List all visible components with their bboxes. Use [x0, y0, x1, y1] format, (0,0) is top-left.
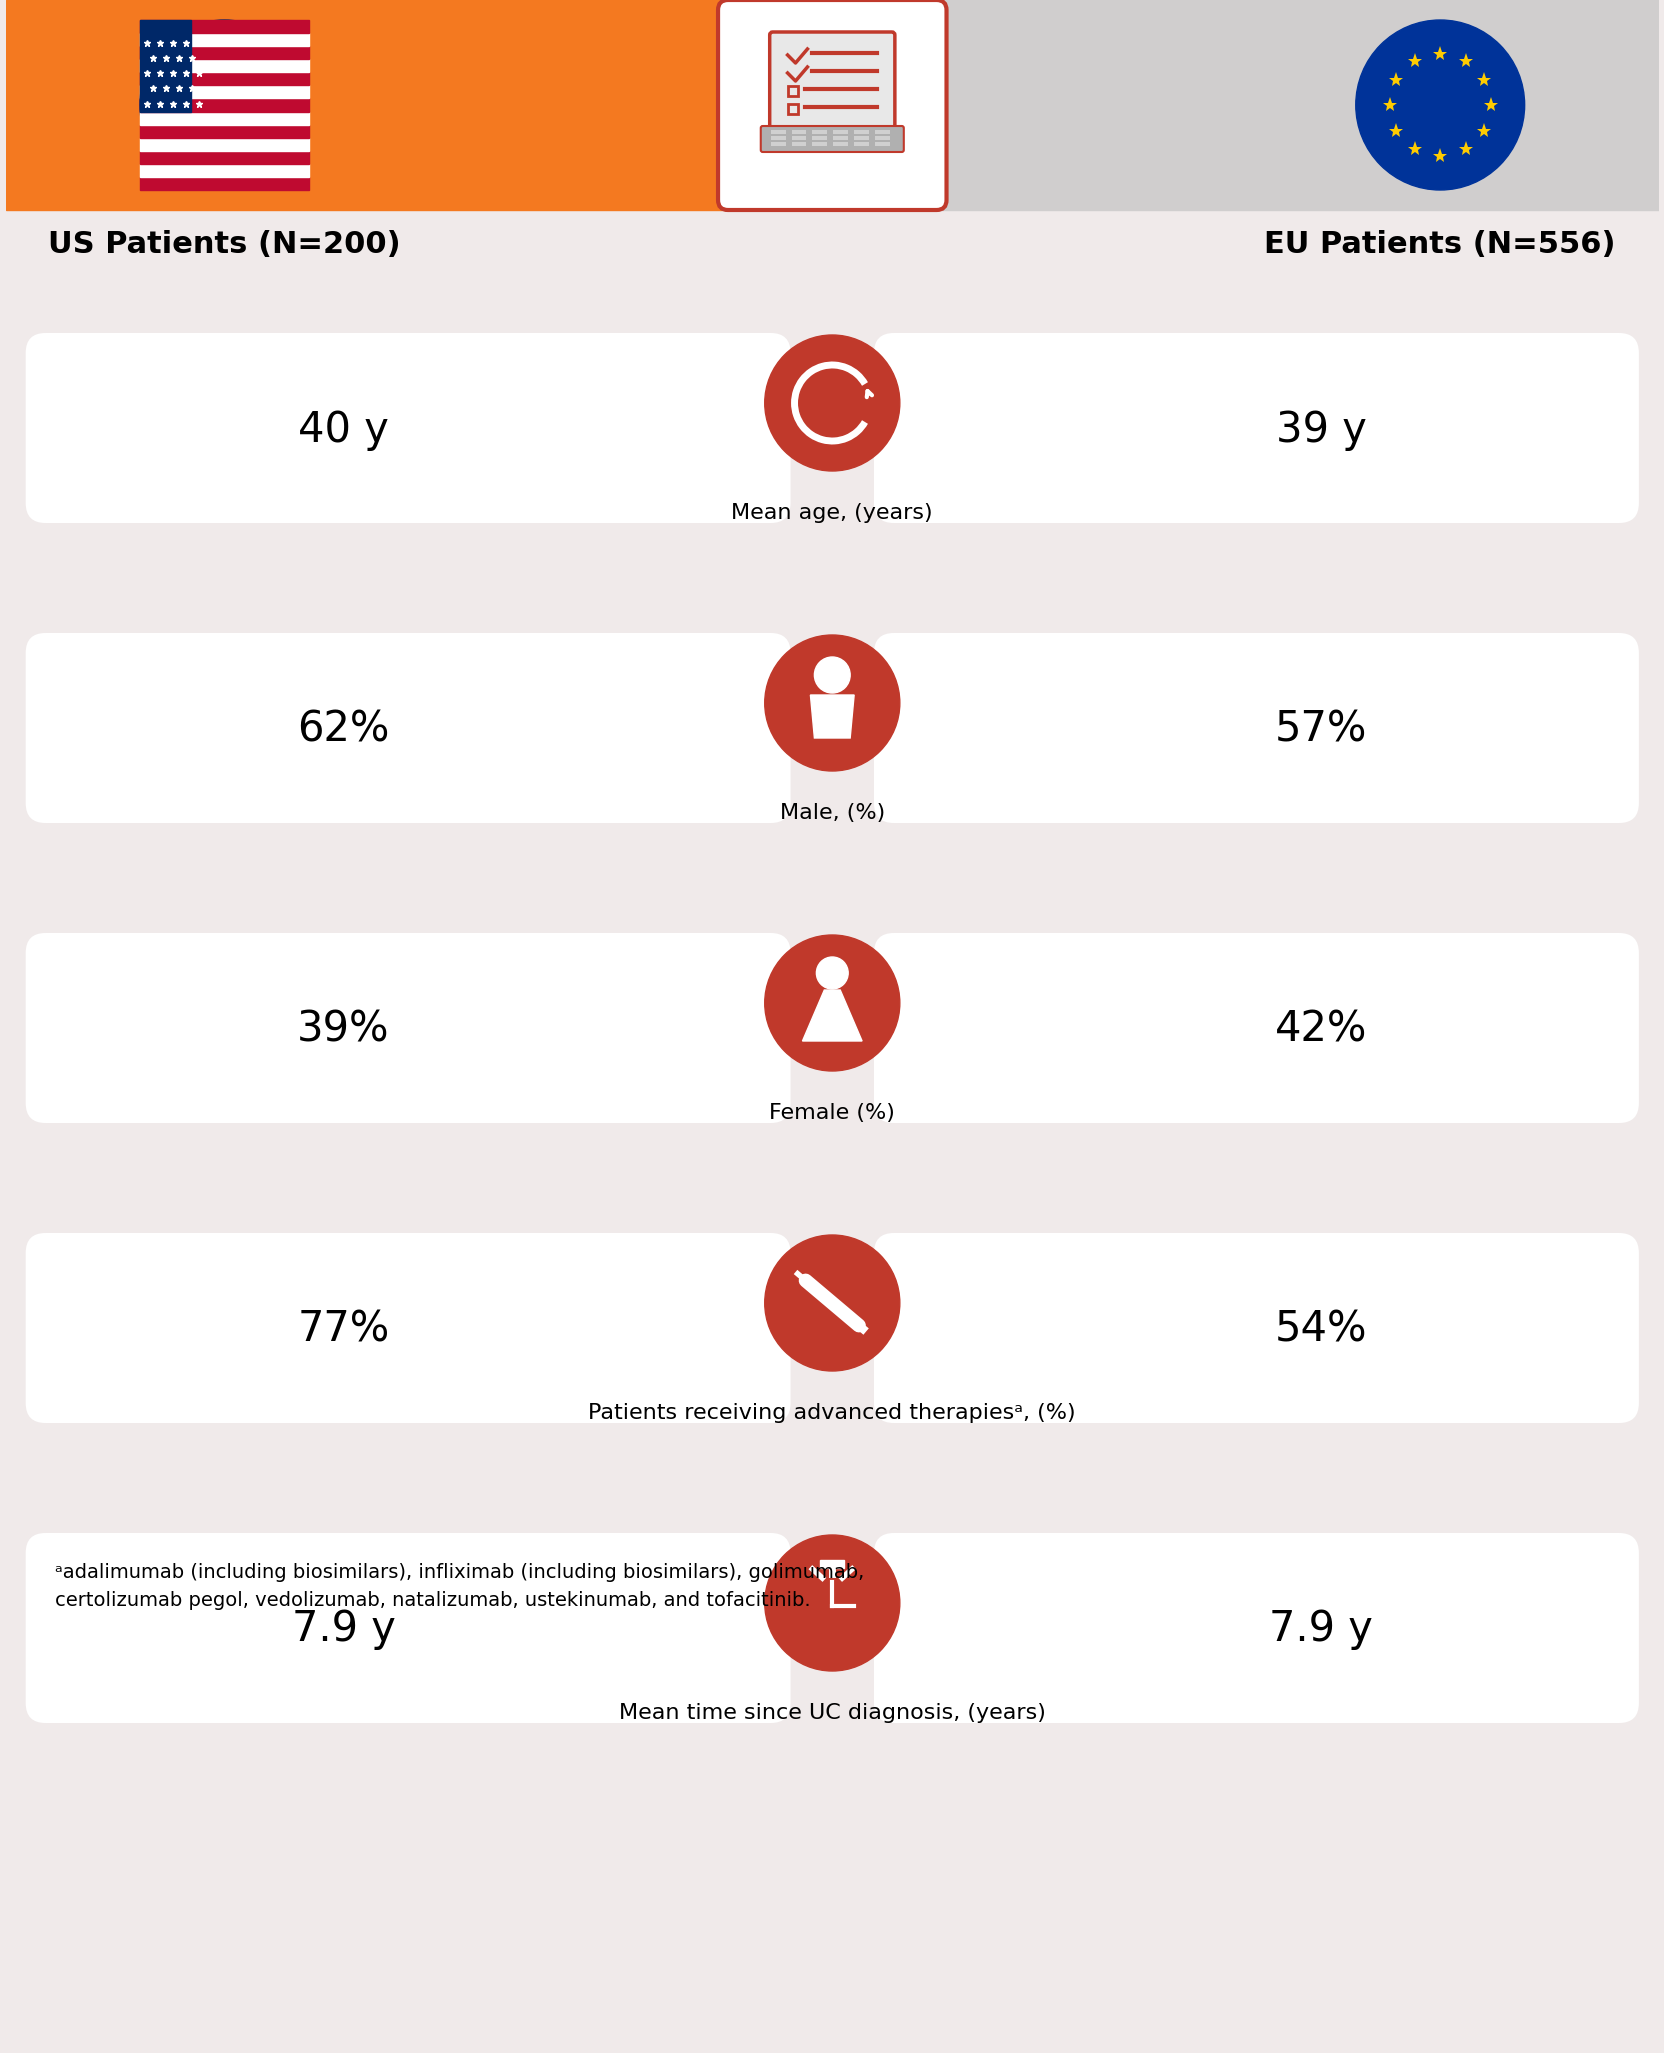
- Circle shape: [765, 1236, 900, 1371]
- Bar: [854, 129, 869, 133]
- Circle shape: [1356, 21, 1524, 191]
- Bar: [140, 33, 310, 45]
- FancyBboxPatch shape: [874, 1234, 1639, 1423]
- Bar: [140, 138, 310, 150]
- Circle shape: [765, 335, 900, 470]
- FancyBboxPatch shape: [760, 125, 904, 152]
- Bar: [812, 142, 827, 146]
- FancyBboxPatch shape: [10, 897, 1654, 1148]
- Bar: [875, 135, 890, 140]
- Text: Female (%): Female (%): [769, 1102, 895, 1123]
- Bar: [834, 135, 849, 140]
- FancyBboxPatch shape: [25, 1234, 790, 1423]
- FancyBboxPatch shape: [874, 1534, 1639, 1722]
- Circle shape: [140, 21, 310, 191]
- FancyBboxPatch shape: [5, 0, 832, 209]
- Circle shape: [765, 634, 900, 772]
- Bar: [875, 142, 890, 146]
- Bar: [787, 86, 797, 96]
- FancyBboxPatch shape: [10, 298, 1654, 548]
- Text: 39 y: 39 y: [1276, 409, 1366, 450]
- Bar: [854, 135, 869, 140]
- Bar: [834, 129, 849, 133]
- Circle shape: [765, 1536, 900, 1671]
- Bar: [140, 21, 310, 33]
- FancyBboxPatch shape: [874, 932, 1639, 1123]
- Text: 7.9 y: 7.9 y: [1270, 1607, 1373, 1651]
- Bar: [140, 125, 310, 138]
- Bar: [770, 135, 785, 140]
- Text: 62%: 62%: [298, 708, 389, 751]
- Text: 77%: 77%: [298, 1308, 389, 1351]
- Text: Male, (%): Male, (%): [780, 803, 885, 823]
- Bar: [820, 1560, 844, 1568]
- Bar: [792, 142, 807, 146]
- Text: 42%: 42%: [1275, 1008, 1368, 1051]
- Text: 40 y: 40 y: [298, 409, 389, 450]
- Bar: [770, 129, 785, 133]
- Bar: [834, 142, 849, 146]
- Bar: [140, 21, 191, 111]
- FancyBboxPatch shape: [770, 33, 895, 127]
- Text: Mean age, (years): Mean age, (years): [732, 503, 934, 524]
- Text: 7.9 y: 7.9 y: [291, 1607, 396, 1651]
- Text: 57%: 57%: [1275, 708, 1368, 751]
- Text: US Patients (N=200): US Patients (N=200): [48, 230, 401, 259]
- Bar: [140, 150, 310, 164]
- Bar: [812, 129, 827, 133]
- FancyBboxPatch shape: [832, 0, 1659, 209]
- Text: 54%: 54%: [1275, 1308, 1368, 1351]
- Bar: [787, 105, 797, 115]
- Text: EU Patients (N=556): EU Patients (N=556): [1265, 230, 1616, 259]
- Bar: [812, 135, 827, 140]
- Bar: [140, 45, 310, 60]
- Polygon shape: [810, 696, 854, 737]
- FancyBboxPatch shape: [874, 632, 1639, 823]
- FancyBboxPatch shape: [719, 0, 947, 209]
- Bar: [875, 129, 890, 133]
- FancyBboxPatch shape: [25, 333, 790, 524]
- Circle shape: [814, 657, 850, 694]
- FancyBboxPatch shape: [10, 1199, 1654, 1447]
- Polygon shape: [802, 990, 862, 1041]
- Bar: [792, 135, 807, 140]
- Bar: [140, 72, 310, 86]
- Circle shape: [765, 934, 900, 1072]
- Bar: [140, 164, 310, 177]
- Circle shape: [804, 1577, 860, 1634]
- Bar: [770, 142, 785, 146]
- Text: Mean time since UC diagnosis, (years): Mean time since UC diagnosis, (years): [619, 1704, 1045, 1722]
- FancyBboxPatch shape: [25, 932, 790, 1123]
- Text: Patients receiving advanced therapiesᵃ, (%): Patients receiving advanced therapiesᵃ, …: [589, 1402, 1077, 1423]
- FancyBboxPatch shape: [874, 333, 1639, 524]
- Bar: [854, 142, 869, 146]
- FancyBboxPatch shape: [10, 597, 1654, 848]
- FancyBboxPatch shape: [10, 1499, 1654, 1747]
- Circle shape: [817, 957, 849, 990]
- FancyBboxPatch shape: [25, 1534, 790, 1722]
- Text: ᵃadalimumab (including biosimilars), infliximab (including biosimilars), golimum: ᵃadalimumab (including biosimilars), inf…: [55, 1562, 865, 1610]
- Bar: [140, 111, 310, 125]
- FancyBboxPatch shape: [25, 632, 790, 823]
- Bar: [140, 86, 310, 99]
- Bar: [792, 129, 807, 133]
- Bar: [140, 177, 310, 191]
- Text: 39%: 39%: [298, 1008, 389, 1051]
- Bar: [140, 99, 310, 111]
- Bar: [140, 60, 310, 72]
